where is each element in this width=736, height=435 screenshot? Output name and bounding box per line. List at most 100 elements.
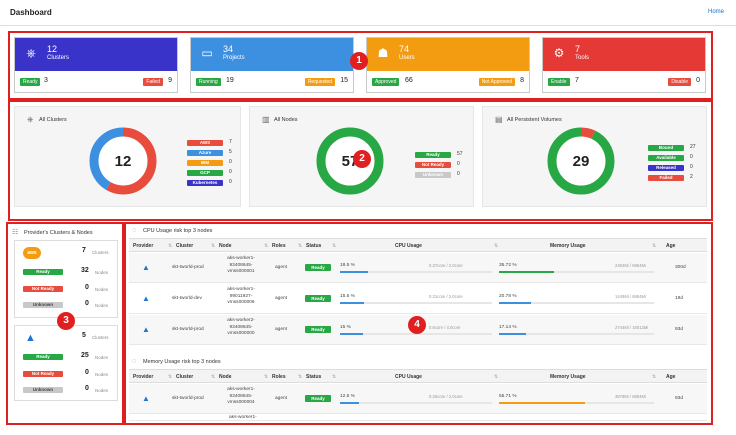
azure-notready-badge: Not Ready xyxy=(23,371,63,377)
table-row[interactable]: ▲ skt-tworld-dev aks-worker1- 99011927- vmss… xyxy=(129,284,707,314)
cell-cluster[interactable]: skt-tworld-dev xyxy=(172,296,202,301)
azure-ready-badge: Ready xyxy=(23,354,63,360)
sort-icon[interactable]: ⇅ xyxy=(652,374,657,380)
legend-kubernetes[interactable]: Kubernetes 0 xyxy=(187,179,247,186)
legend-bound[interactable]: Bound 27 xyxy=(648,144,708,151)
column-header-memory-usage[interactable]: Memory Usage xyxy=(550,374,586,380)
cell-cluster[interactable]: skt-tworld-prod xyxy=(172,327,204,332)
azure-notready-unit: Nodes xyxy=(95,372,109,377)
right-status-value: 15 xyxy=(340,77,348,84)
sort-icon[interactable]: ⇅ xyxy=(332,243,337,249)
cpu-usage-bar xyxy=(340,271,492,273)
sort-icon[interactable]: ⇅ xyxy=(264,374,269,380)
column-header-cluster[interactable]: Cluster xyxy=(176,243,194,249)
column-header-memory-usage[interactable]: Memory Usage xyxy=(550,243,586,249)
legend-ibm[interactable]: IBM 0 xyxy=(187,159,247,166)
node-name-line: aks-worker2- xyxy=(227,318,255,323)
left-status-badge: Ready xyxy=(20,78,41,86)
legend-value: 0 xyxy=(690,164,693,170)
sort-icon[interactable]: ⇅ xyxy=(298,374,303,380)
sort-icon[interactable]: ⇅ xyxy=(298,243,303,249)
cpu-usage-fill xyxy=(340,402,359,404)
mem-usage-fill xyxy=(499,333,526,335)
sort-icon[interactable]: ⇅ xyxy=(211,243,216,249)
column-header-node[interactable]: Node xyxy=(219,374,232,380)
column-header-roles[interactable]: Roles xyxy=(272,374,286,380)
column-header-provider[interactable]: Provider xyxy=(133,374,154,380)
cpu-detail: 0.25core / 2.0core xyxy=(429,394,463,399)
legend-failed[interactable]: Failed 2 xyxy=(648,174,708,181)
node-name-line: vmss000006 xyxy=(227,300,255,305)
nodes-doughnut: 57 xyxy=(316,127,384,195)
cpu-percent: 15 % xyxy=(340,325,351,330)
mem-percent: 55.71 % xyxy=(499,394,517,399)
cell-node[interactable]: aks-worker2- 93408645- vmss000000 xyxy=(221,318,261,338)
cell-node[interactable]: aks-worker1- 93408645- vmss000001 xyxy=(221,256,261,276)
stat-card-projects[interactable]: ▭ 34 Projects Running 19 Requested 15 xyxy=(190,37,354,93)
volume-icon: ▤ xyxy=(495,115,503,124)
cpu-usage-bar xyxy=(340,333,492,335)
column-header-roles[interactable]: Roles xyxy=(272,243,286,249)
stat-card-footer: Running 19 Requested 15 xyxy=(191,72,353,92)
legend-ready[interactable]: Ready 57 xyxy=(415,151,475,158)
sort-icon[interactable]: ⇅ xyxy=(494,374,499,380)
cell-role: agent xyxy=(275,296,288,301)
column-header-age[interactable]: Age xyxy=(666,243,676,249)
legend-available[interactable]: Available 0 xyxy=(648,154,708,161)
left-status-value: 19 xyxy=(226,77,234,84)
sort-icon[interactable]: ⇅ xyxy=(652,243,657,249)
table-row[interactable]: ▲ skt-tworld-prod aks-worker1- 93408645- vms… xyxy=(129,384,707,414)
legend-released[interactable]: Released 0 xyxy=(648,164,708,171)
sort-icon[interactable]: ⇅ xyxy=(168,374,173,380)
cell-cluster[interactable]: skt-tworld-prod xyxy=(172,265,204,270)
sort-icon[interactable]: ⇅ xyxy=(332,374,337,380)
legend-not-ready[interactable]: Not Ready 0 xyxy=(415,161,475,168)
home-link[interactable]: Home xyxy=(707,9,724,15)
legend-unknown[interactable]: Unknown 0 xyxy=(415,171,475,178)
column-header-status[interactable]: Status xyxy=(306,374,322,380)
node-name-line: vmss000000 xyxy=(227,331,255,336)
aws-ready-unit: Nodes xyxy=(95,270,109,275)
azure-provider-icon: ▲ xyxy=(142,294,150,303)
sort-icon[interactable]: ⇅ xyxy=(168,243,173,249)
azure-ready-unit: Nodes xyxy=(95,355,109,360)
column-header-cluster[interactable]: Cluster xyxy=(176,374,194,380)
table-row[interactable]: ▲ skt-tworld-prod aks-worker1- 93408645- vms… xyxy=(129,253,707,283)
legend-gcp[interactable]: GCP 0 xyxy=(187,169,247,176)
users-icon: ☗ xyxy=(377,46,389,60)
stat-card-tools[interactable]: ⚙ 7 Tools Enable 7 Disable 0 xyxy=(542,37,706,93)
cell-node[interactable]: aks-worker1- 99011927- vmss000006 xyxy=(221,287,261,307)
legend-chip: Released xyxy=(648,165,684,171)
aws-ready-badge: Ready xyxy=(23,269,63,275)
sort-icon[interactable]: ⇅ xyxy=(264,243,269,249)
legend-value: 0 xyxy=(229,179,232,185)
cell-cluster[interactable]: skt-tworld-prod xyxy=(172,396,204,401)
aws-notready-badge: Not Ready xyxy=(23,286,63,292)
column-header-cpu-usage[interactable]: CPU Usage xyxy=(395,243,422,249)
legend-aws[interactable]: AWS 7 xyxy=(187,139,247,146)
region-stat-cards xyxy=(8,31,713,100)
column-header-node[interactable]: Node xyxy=(219,243,232,249)
stat-card-users[interactable]: ☗ 74 Users Approved 66 Not Approved 8 xyxy=(366,37,530,93)
stat-card-clusters[interactable]: ⎈ 12 Clusters Ready 3 Failed 9 xyxy=(14,37,178,93)
column-header-cpu-usage[interactable]: CPU Usage xyxy=(395,374,422,380)
cell-node[interactable]: aks-worker1- 93408645- vmss000004 xyxy=(221,387,261,407)
table-row-partial[interactable]: aks-worker1- xyxy=(129,415,707,421)
node-name-line: aks-worker1- xyxy=(227,256,255,261)
sort-icon[interactable]: ⇅ xyxy=(494,243,499,249)
cpu-percent: 18.5 % xyxy=(340,263,355,268)
legend-chip: Available xyxy=(648,155,684,161)
column-header-status[interactable]: Status xyxy=(306,243,322,249)
all-nodes-panel: ▥ All Nodes 57 Ready 57 Not Ready 0 Unknown 0 xyxy=(249,106,474,207)
aws-ready-count: 32 xyxy=(81,267,89,274)
column-header-age[interactable]: Age xyxy=(666,374,676,380)
cpu-detail: 0.31core / 2.0core xyxy=(429,294,463,299)
column-header-provider[interactable]: Provider xyxy=(133,243,154,249)
sort-icon[interactable]: ⇅ xyxy=(211,374,216,380)
cell-age: 19d xyxy=(675,296,684,301)
legend-azure[interactable]: Azure 5 xyxy=(187,149,247,156)
region-node-tables xyxy=(124,222,713,425)
stat-card-header: ⎈ 12 Clusters xyxy=(15,38,177,71)
azure-unknown-unit: Nodes xyxy=(95,388,109,393)
legend-chip: IBM xyxy=(187,160,223,166)
